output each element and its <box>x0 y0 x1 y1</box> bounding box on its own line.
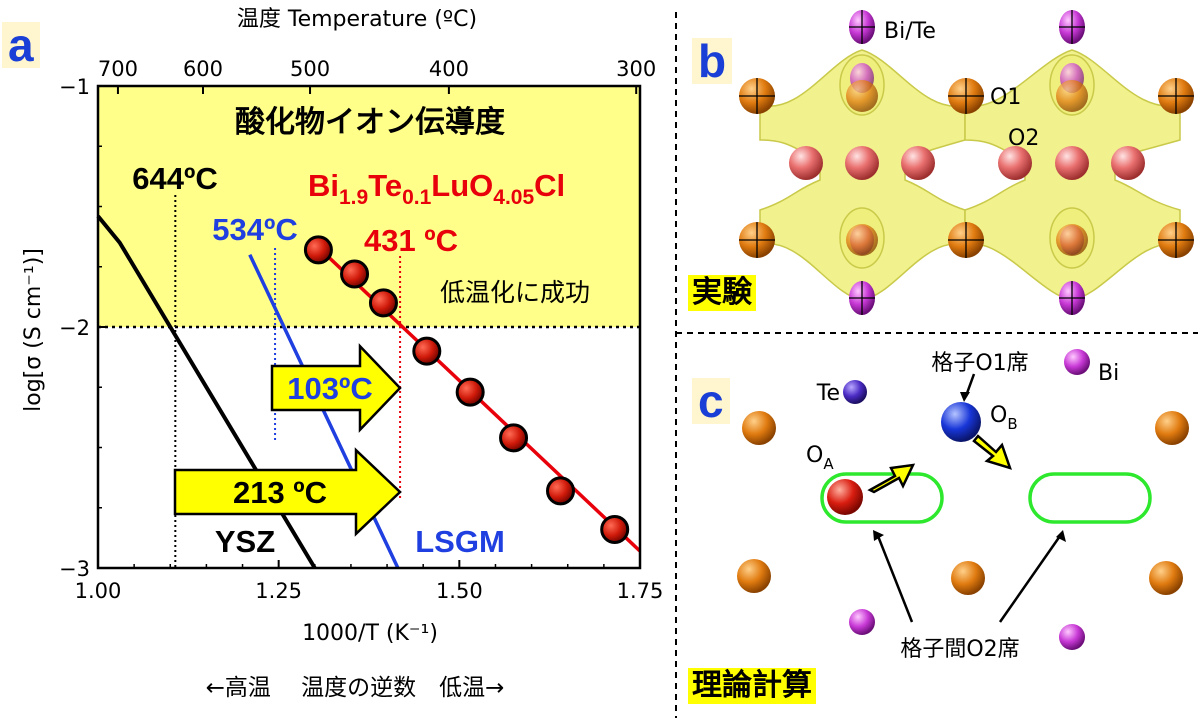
c-o1-atoms <box>737 411 1189 595</box>
o1-atom-crosshairs <box>739 10 1194 315</box>
data-point-0 <box>303 235 333 265</box>
x-tick-label-1: 1.25 <box>255 579 302 603</box>
experiment-tag: 実験 <box>688 275 756 311</box>
bi-label: Bi <box>1098 361 1119 386</box>
o2-atoms <box>789 146 1145 180</box>
interstitial-pointer-left <box>876 535 914 623</box>
top-tick-label-3: 400 <box>429 57 469 81</box>
compound-formula: Bi1.9Te0.1LuO4.05Cl <box>308 168 565 209</box>
panel-label-b: b <box>692 38 733 84</box>
y-tick-label-1: −2 <box>59 316 90 340</box>
interstitial-site-right <box>1028 472 1152 524</box>
top-tick-label-2: 500 <box>290 57 330 81</box>
axis-tick-labels: 1.00 1.25 1.50 1.75 −1 −2 −3 700 600 500 400 300 <box>59 57 663 603</box>
ob-atom <box>941 402 981 442</box>
panel-label-a: a <box>2 22 40 68</box>
data-point-3 <box>412 336 442 366</box>
oa-atom <box>827 479 863 515</box>
oa-label: OA <box>806 443 834 473</box>
arrow-103-label: 103ºC <box>287 371 372 406</box>
data-point-6 <box>546 476 576 506</box>
data-point-4 <box>455 377 485 407</box>
data-point-2 <box>368 288 398 318</box>
o2-label: O2 <box>1008 126 1039 151</box>
data-point-7 <box>600 514 630 544</box>
top-tick-label-1: 600 <box>183 57 223 81</box>
oa-migration-arrow <box>867 463 916 494</box>
interstitial-site-left <box>820 472 944 524</box>
bi-temp-label: 431 ºC <box>364 223 458 258</box>
axis-ticks <box>97 85 641 569</box>
o1-label: O1 <box>990 85 1021 110</box>
top-tick-label-0: 700 <box>98 57 138 81</box>
success-text: 低温化に成功 <box>440 278 590 307</box>
arrow-103: 103ºC <box>270 343 402 433</box>
arrow-213-label: 213 ºC <box>233 475 327 510</box>
lsgm-temp-label: 534ºC <box>212 212 297 247</box>
bi-data-points <box>303 235 630 544</box>
x-axis-label: 1000/T (K⁻¹) <box>302 621 438 646</box>
y-tick-label-0: −1 <box>59 75 90 99</box>
panel-label-c: c <box>692 378 730 424</box>
ysz-line <box>96 214 317 570</box>
top-axis-label: 温度 Temperature (ºC) <box>237 7 477 32</box>
theory-tag: 理論計算 <box>688 668 816 704</box>
ob-label: OB <box>990 403 1018 433</box>
data-point-5 <box>499 423 529 453</box>
ysz-temp-label: 644ºC <box>132 161 217 196</box>
x-tick-label-3: 1.75 <box>617 579 664 603</box>
bottom-caption: ←高温 温度の逆数 低温→ <box>206 675 505 701</box>
x-tick-label-2: 1.50 <box>436 579 483 603</box>
arrow-213: 213 ºC <box>173 447 402 537</box>
bi-te-label: Bi/Te <box>884 19 936 44</box>
ob-migration-arrow <box>972 434 1012 470</box>
bi-atom-c <box>1064 349 1090 375</box>
x-tick-label-0: 1.00 <box>75 579 122 603</box>
bi-atom-c2 <box>849 609 875 635</box>
interstitial-o2-label: 格子間O2席 <box>900 637 1019 662</box>
te-atom <box>843 380 867 404</box>
ysz-label: YSZ <box>215 524 275 559</box>
crystal-structure-theory: Te Bi 格子O1席 OB OA 格子間O2席 <box>737 349 1189 662</box>
bi-atom-c3 <box>1059 624 1085 650</box>
interstitial-pointer-right <box>998 535 1062 623</box>
y-axis-label: log[σ (S cm⁻¹)] <box>21 248 46 412</box>
te-label: Te <box>816 381 840 406</box>
conductivity-region-shading <box>98 86 640 327</box>
chart-title: 酸化物イオン伝導度 <box>235 105 505 140</box>
top-tick-label-4: 300 <box>616 57 656 81</box>
data-point-1 <box>340 259 370 289</box>
lattice-o1-label: 格子O1席 <box>931 351 1028 376</box>
isosurface-hole <box>949 142 981 178</box>
conductivity-chart: 103ºC 213 ºC 1.00 1.25 1.50 1.75 −1 −2 −3 700 60… <box>21 7 663 701</box>
lsgm-label: LSGM <box>415 524 505 559</box>
crystal-structure-experiment: Bi/Te O1 O2 <box>739 10 1194 315</box>
y-tick-label-2: −3 <box>59 557 90 581</box>
